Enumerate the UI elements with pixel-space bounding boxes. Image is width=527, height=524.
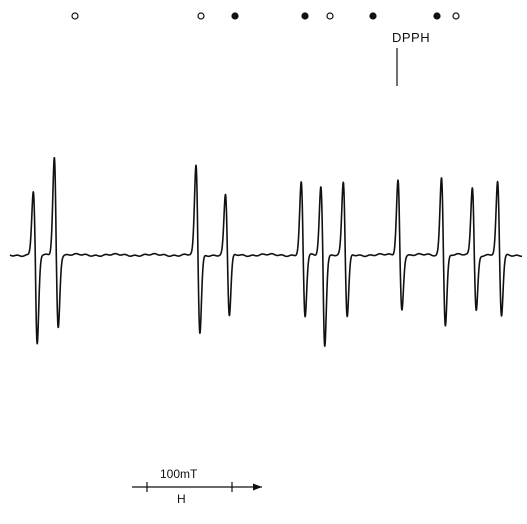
peak-marker-filled [433, 12, 441, 20]
scale-bar: 100mT H [132, 467, 262, 506]
peak-marker-filled [301, 12, 309, 20]
peak-marker-open [452, 12, 460, 20]
peak-marker-open [197, 12, 205, 20]
peak-marker-filled [369, 12, 377, 20]
peak-marker-open [326, 12, 334, 20]
spectrum-trace [9, 157, 523, 347]
field-arrow-head [253, 483, 262, 491]
scale-bar-label: 100mT [160, 467, 198, 481]
dpph-reference: DPPH [392, 30, 430, 86]
peak-marker-filled [231, 12, 239, 20]
peak-markers [71, 12, 460, 20]
dpph-label: DPPH [392, 30, 430, 45]
field-axis-label: H [177, 492, 186, 506]
peak-marker-open [71, 12, 79, 20]
